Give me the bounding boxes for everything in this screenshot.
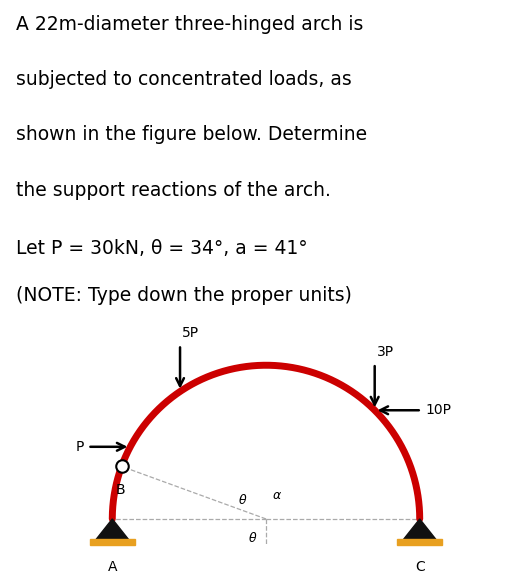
Text: $\alpha$: $\alpha$: [272, 489, 282, 502]
Text: B: B: [116, 483, 126, 497]
Text: 10P: 10P: [425, 403, 451, 417]
Polygon shape: [96, 519, 129, 539]
Text: C: C: [415, 560, 425, 574]
Text: the support reactions of the arch.: the support reactions of the arch.: [16, 181, 331, 200]
Text: A: A: [107, 560, 117, 574]
Polygon shape: [397, 539, 442, 545]
Text: P: P: [76, 440, 84, 454]
Polygon shape: [90, 539, 135, 545]
Text: A 22m-diameter three-hinged arch is: A 22m-diameter three-hinged arch is: [16, 15, 363, 34]
Polygon shape: [403, 519, 436, 539]
Text: $\theta$: $\theta$: [238, 493, 247, 507]
Text: $\theta$: $\theta$: [248, 531, 258, 545]
Text: Let P = 30kN, θ = 34°, a = 41°: Let P = 30kN, θ = 34°, a = 41°: [16, 239, 307, 258]
Text: subjected to concentrated loads, as: subjected to concentrated loads, as: [16, 70, 352, 89]
Text: (NOTE: Type down the proper units): (NOTE: Type down the proper units): [16, 286, 352, 305]
Text: 5P: 5P: [182, 326, 200, 340]
Text: 3P: 3P: [377, 345, 394, 359]
Text: shown in the figure below. Determine: shown in the figure below. Determine: [16, 125, 367, 145]
